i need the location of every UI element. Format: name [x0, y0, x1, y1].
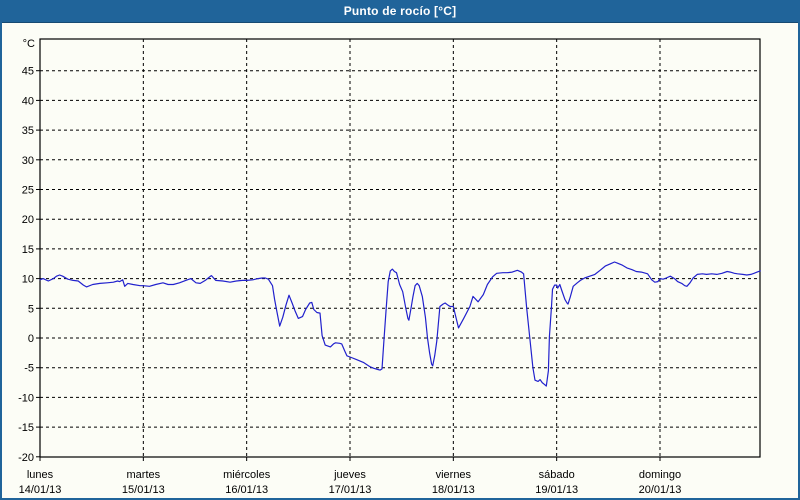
y-tick-label: 15 — [22, 244, 34, 256]
x-day-label: martes — [127, 469, 161, 481]
x-day-label: lunes — [27, 469, 54, 481]
x-date-label: 14/01/13 — [19, 484, 62, 496]
x-date-label: 17/01/13 — [329, 484, 372, 496]
x-day-label: jueves — [333, 469, 366, 481]
x-day-label: viernes — [436, 469, 472, 481]
x-day-label: domingo — [639, 469, 681, 481]
x-day-label: miércoles — [223, 469, 271, 481]
x-date-label: 16/01/13 — [225, 484, 268, 496]
x-date-label: 20/01/13 — [639, 484, 682, 496]
plot-frame — [39, 38, 761, 458]
x-day-label: sábado — [539, 469, 575, 481]
dew-point-chart: 45 40 35 30 25 20 15 10 5 0 -5 -10 -15 -20 °C lunes 14/0… — [18, 38, 761, 496]
y-tick-label: 0 — [28, 333, 34, 345]
dew-point-line — [39, 261, 761, 387]
y-tick-label: 25 — [22, 185, 34, 197]
chart-title: Punto de rocío [°C] — [343, 4, 457, 18]
y-tick-label: 20 — [22, 214, 34, 226]
y-tick-label: 35 — [22, 125, 34, 137]
y-tick-label: -20 — [18, 452, 34, 464]
y-tick-label: 45 — [22, 66, 34, 78]
y-tick-label: -15 — [18, 422, 34, 434]
chart-area: 45 40 35 30 25 20 15 10 5 0 -5 -10 -15 -20 °C lunes 14/0… — [0, 22, 800, 500]
y-tick-label: -10 — [18, 392, 34, 404]
x-date-label: 19/01/13 — [535, 484, 578, 496]
y-axis-unit-label: °C — [23, 38, 35, 50]
y-tick-label: 5 — [28, 303, 34, 315]
y-tick-label: 40 — [22, 95, 34, 107]
y-tick-label: 30 — [22, 155, 34, 167]
titlebar: Punto de rocío [°C] — [0, 0, 800, 23]
x-date-label: 18/01/13 — [432, 484, 475, 496]
y-tick-label: -5 — [24, 363, 34, 375]
x-date-label: 15/01/13 — [122, 484, 165, 496]
y-tick-label: 10 — [22, 274, 34, 286]
